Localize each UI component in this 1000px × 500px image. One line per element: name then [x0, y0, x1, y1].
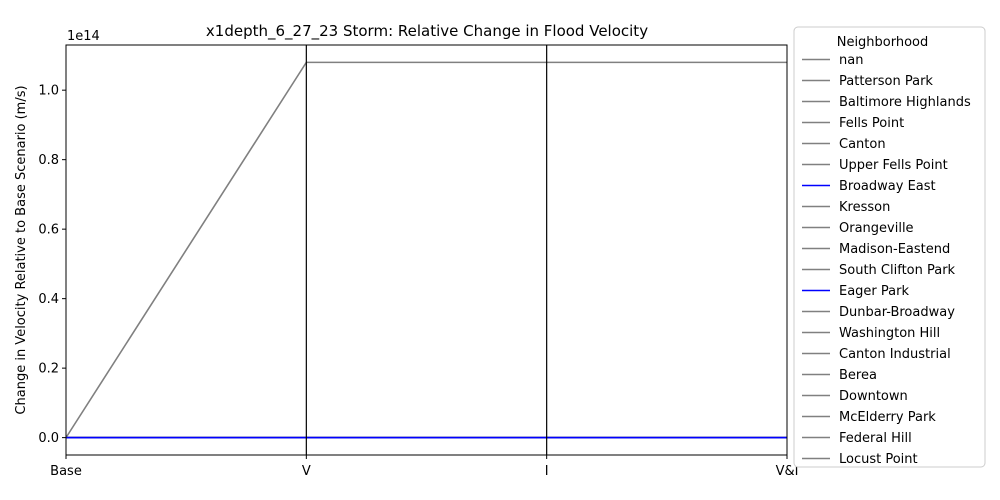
x-tick-label: V&I — [776, 464, 799, 479]
legend-title: Neighborhood — [837, 35, 929, 50]
chart-title: x1depth_6_27_23 Storm: Relative Change i… — [206, 22, 648, 41]
legend-entry: Orangeville — [839, 221, 914, 236]
plot-frame — [65, 44, 788, 456]
legend-entry: Eager Park — [839, 284, 909, 299]
legend-entry: Locust Point — [839, 452, 918, 467]
y-tick-label: 0.0 — [38, 431, 59, 446]
legend-entry: McElderry Park — [839, 410, 936, 425]
legend-entry: Washington Hill — [839, 326, 940, 341]
legend-entry: Broadway East — [839, 179, 936, 194]
legend-entry: Federal Hill — [839, 431, 912, 446]
legend-entry: Baltimore Highlands — [839, 95, 971, 110]
plot-area — [65, 61, 787, 439]
legend-entry: nan — [839, 53, 863, 68]
series-line-0 — [65, 61, 787, 439]
legend: Neighborhood nan Patterson Park Baltimore H… — [793, 26, 986, 468]
x-tick-label: V — [302, 464, 311, 479]
y-tick-label: 0.6 — [38, 223, 59, 238]
y-tick-label: 0.8 — [38, 153, 59, 168]
legend-entry: Madison-Eastend — [839, 242, 950, 257]
legend-entry: South Clifton Park — [839, 263, 956, 278]
legend-entry: Downtown — [839, 389, 908, 404]
legend-entry: Kresson — [839, 200, 890, 215]
y-axis-label: Change in Velocity Relative to Base Scen… — [14, 85, 29, 414]
legend-entry: Berea — [839, 368, 877, 383]
y-axis-offset-label: 1e14 — [67, 29, 100, 44]
legend-entry: Canton — [839, 137, 886, 152]
y-tick-label: 0.2 — [38, 362, 59, 377]
legend-entry: Patterson Park — [839, 74, 933, 89]
y-tick-label: 1.0 — [38, 84, 59, 99]
legend-entry: Dunbar-Broadway — [839, 305, 955, 320]
x-tick-label: Base — [50, 464, 82, 479]
legend-entry: Upper Fells Point — [839, 158, 948, 173]
legend-entry: Fells Point — [839, 116, 904, 131]
legend-entry: Canton Industrial — [839, 347, 951, 362]
x-tick-label: I — [545, 464, 549, 479]
axes: 0.0 0.2 0.4 0.6 0.8 1.0 Base V I V&I — [38, 44, 799, 479]
y-tick-label: 0.4 — [38, 292, 59, 307]
legend-box — [793, 26, 986, 468]
